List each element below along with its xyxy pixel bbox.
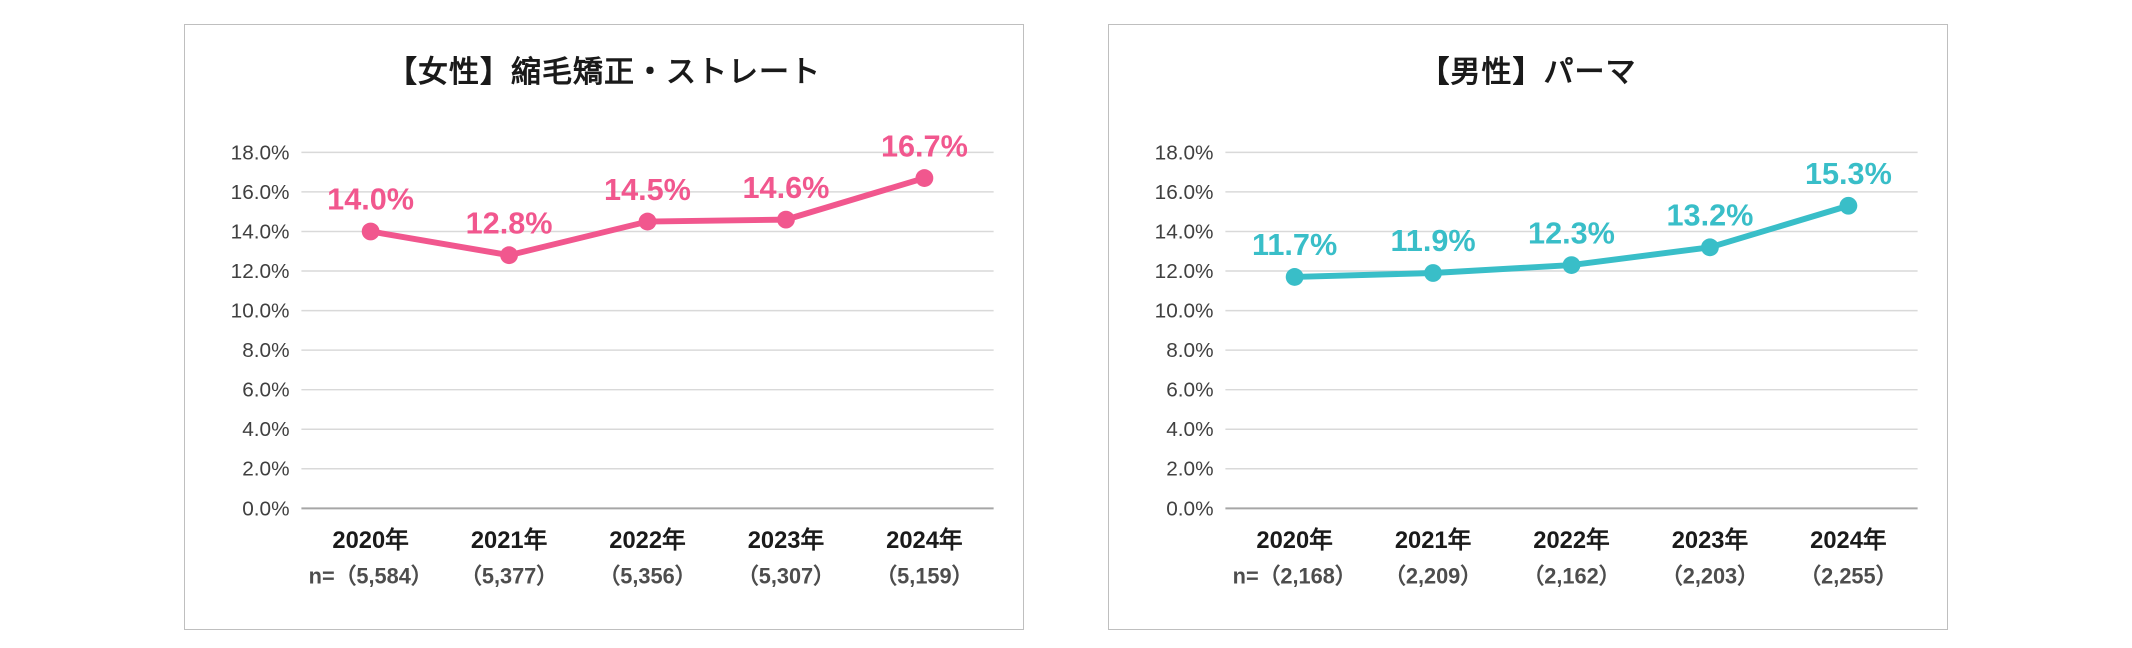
y-axis-label: 14.0% [231, 220, 290, 243]
line-chart-men: 0.0% 2.0% 4.0% 6.0% 8.0% 10.0% 12.0% 14.0% 16.0%… [1155, 141, 1918, 589]
y-axis-label: 14.0% [1155, 220, 1214, 243]
n-label: （5,356） [599, 564, 697, 589]
data-point [777, 210, 795, 229]
data-label: 11.9% [1390, 224, 1475, 258]
data-point [1701, 238, 1719, 257]
y-axis-label: 18.0% [231, 141, 290, 164]
y-axis-label: 16.0% [231, 181, 290, 204]
data-label: 14.5% [604, 173, 691, 207]
data-point [915, 169, 934, 187]
data-point [1285, 268, 1304, 286]
x-axis-label: 2023年 [1672, 526, 1749, 554]
n-label: （2,255） [1799, 564, 1897, 589]
data-label: 12.3% [1528, 216, 1615, 250]
data-label: 14.6% [743, 171, 830, 205]
data-point [1839, 196, 1858, 215]
data-point [500, 246, 518, 265]
y-axis-label: 16.0% [1155, 181, 1214, 204]
y-axis-label: 12.0% [1155, 260, 1214, 283]
n-label: （5,307） [737, 564, 835, 589]
n-label: （5,377） [460, 564, 558, 589]
y-axis-label: 10.0% [1155, 300, 1214, 323]
y-axis-label: 12.0% [231, 260, 290, 283]
x-axis-label: 2022年 [609, 526, 686, 554]
n-label: （5,159） [875, 564, 973, 589]
x-axis-label: 2020年 [332, 526, 409, 554]
x-axis-label: 2021年 [1395, 526, 1472, 554]
y-axis-label: 18.0% [1155, 141, 1214, 164]
chart-title-men: 【男性】パーマ [1419, 56, 1637, 89]
y-axis-label: 0.0% [242, 497, 289, 520]
data-label: 11.7% [1252, 228, 1337, 262]
x-axis-label: 2024年 [1810, 526, 1887, 554]
x-axis-label: 2022年 [1533, 526, 1610, 554]
data-point [1424, 264, 1442, 282]
x-axis-label: 2023年 [748, 526, 825, 554]
x-axis-label: 2024年 [886, 526, 963, 554]
y-axis-label: 8.0% [1166, 339, 1213, 362]
x-axis-label: 2021年 [471, 526, 548, 554]
n-label: n=（5,584） [309, 564, 433, 589]
chart-panel-men: 【男性】パーマ 0.0% 2.0% 4.0% 6.0% 8.0% 10.0% 12.0% 14… [1108, 24, 1948, 630]
data-label: 15.3% [1805, 157, 1892, 191]
y-axis-label: 10.0% [231, 300, 290, 323]
y-axis-label: 2.0% [242, 458, 289, 481]
data-point [361, 222, 380, 241]
data-point [1562, 256, 1581, 274]
chart-panel-women: 【女性】縮毛矯正・ストレート 0.0% 2.0% 4.0% 6.0% 8.0% 10.0%… [184, 24, 1024, 630]
n-label: （2,209） [1384, 564, 1482, 589]
n-label: n=（2,168） [1233, 564, 1357, 589]
data-label: 13.2% [1667, 199, 1754, 233]
n-label: （2,162） [1523, 564, 1621, 589]
y-axis-label: 2.0% [1166, 458, 1213, 481]
n-label: （2,203） [1661, 564, 1759, 589]
chart-title-women: 【女性】縮毛矯正・ストレート [387, 56, 821, 89]
line-chart-women: 0.0% 2.0% 4.0% 6.0% 8.0% 10.0% 12.0% 14.0% 16.0%… [231, 129, 994, 589]
y-axis-label: 4.0% [242, 418, 289, 441]
y-axis-label: 6.0% [1166, 379, 1213, 402]
y-axis-label: 4.0% [1166, 418, 1213, 441]
data-label: 12.8% [466, 206, 553, 240]
data-label: 14.0% [327, 183, 414, 217]
y-axis-label: 8.0% [242, 339, 289, 362]
y-axis-label: 0.0% [1166, 497, 1213, 520]
data-point [638, 212, 657, 231]
x-axis-label: 2020年 [1256, 526, 1333, 554]
data-label: 16.7% [881, 129, 968, 163]
y-axis-label: 6.0% [242, 379, 289, 402]
